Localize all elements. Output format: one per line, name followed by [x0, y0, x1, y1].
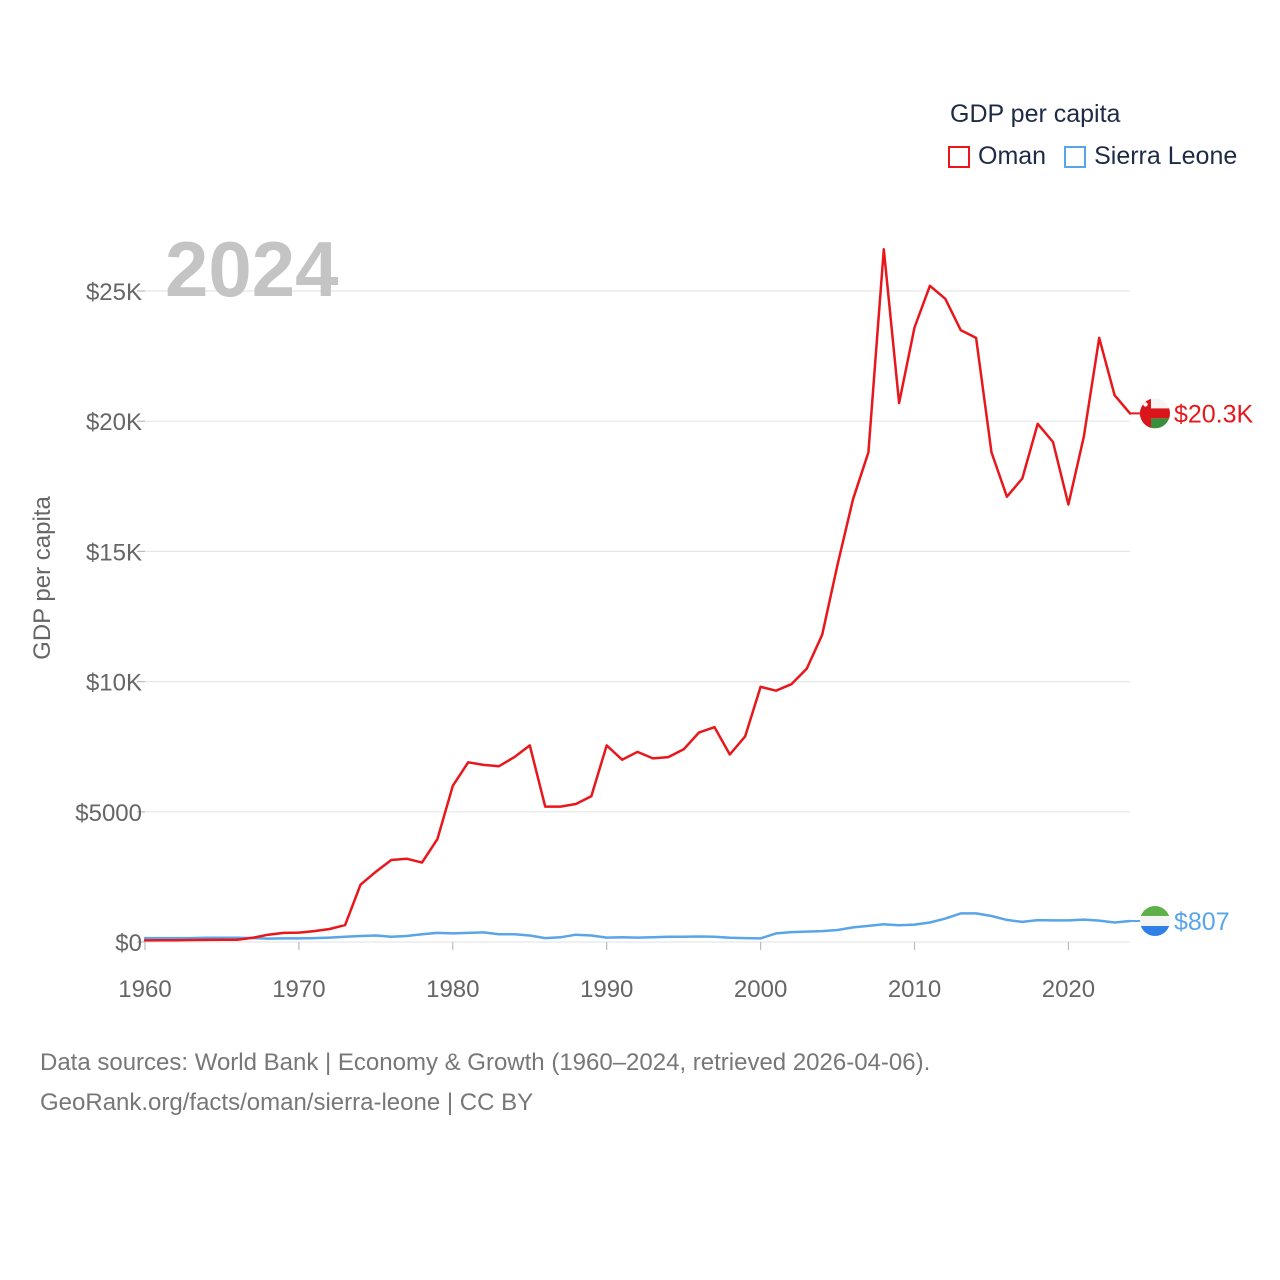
- series-line-oman[interactable]: [143, 248, 1132, 942]
- legend-title: GDP per capita: [950, 100, 1121, 128]
- legend-item-sierra-leone[interactable]: Sierra Leone: [1064, 142, 1237, 171]
- x-axis-ticks: 1960 1970 1980 1990 2000 2010 2020: [118, 942, 1095, 1003]
- y-axis-label: GDP per capita: [29, 496, 56, 660]
- endpoint-sierra-leone: $807: [1130, 905, 1230, 936]
- legend-label-oman: Oman: [978, 142, 1047, 170]
- x-tick-label: 2000: [734, 976, 787, 1003]
- x-tick-label: 2020: [1042, 976, 1095, 1003]
- endpoint-value-oman: $20.3K: [1174, 400, 1254, 428]
- x-tick-label: 1970: [272, 976, 325, 1003]
- year-label: 2024: [165, 225, 339, 313]
- footer: Data sources: World Bank | Economy & Gro…: [40, 1043, 930, 1123]
- y-tick-label: $10K: [86, 670, 142, 697]
- sierra-leone-flag-icon: [1140, 905, 1170, 936]
- legend-item-oman[interactable]: Oman: [948, 142, 1046, 171]
- legend-swatch-oman: [948, 145, 970, 168]
- x-tick-label: 2010: [888, 976, 941, 1003]
- y-tick-label: $20K: [86, 409, 142, 436]
- legend: Oman Sierra Leone: [948, 142, 1255, 171]
- gridlines: [145, 290, 1130, 943]
- legend-swatch-sierra-leone: [1064, 145, 1087, 168]
- x-tick-label: 1980: [426, 976, 479, 1003]
- series-lines: [143, 248, 1132, 942]
- endpoint-value-sierra-leone: $807: [1174, 908, 1230, 936]
- x-tick-label: 1990: [580, 976, 633, 1003]
- y-axis-ticks: $0 $5000 $10K $15K $20K $25K: [75, 279, 145, 957]
- footer-sources: Data sources: World Bank | Economy & Gro…: [40, 1049, 931, 1076]
- legend-label-sierra-leone: Sierra Leone: [1094, 142, 1238, 170]
- series-line-sierra-leone[interactable]: [143, 912, 1132, 940]
- endpoint-oman: $20.3K: [1130, 398, 1254, 429]
- y-tick-label: $15K: [86, 539, 142, 566]
- footer-attribution: GeoRank.org/facts/oman/sierra-leone | CC…: [40, 1089, 534, 1116]
- y-tick-label: $25K: [86, 279, 142, 306]
- x-tick-label: 1960: [118, 976, 171, 1003]
- series-endpoints: $20.3K $807: [1130, 398, 1254, 936]
- y-tick-label: $0: [115, 930, 142, 957]
- y-tick-label: $5000: [75, 800, 142, 827]
- oman-flag-icon: [1140, 398, 1170, 429]
